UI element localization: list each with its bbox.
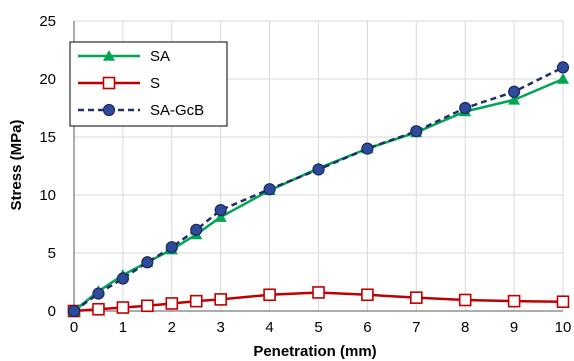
data-point bbox=[361, 288, 374, 302]
legend-marker bbox=[102, 103, 116, 117]
data-point bbox=[214, 211, 227, 222]
data-point bbox=[556, 295, 570, 309]
x-tick-label: 4 bbox=[265, 319, 273, 336]
x-tick-label: 5 bbox=[314, 319, 322, 336]
x-tick-label: 8 bbox=[461, 319, 469, 336]
x-tick-label: 6 bbox=[363, 319, 371, 336]
legend-marker bbox=[102, 76, 116, 90]
y-tick-label: 25 bbox=[39, 13, 56, 30]
x-tick-label: 1 bbox=[119, 319, 127, 336]
data-point bbox=[92, 302, 105, 316]
data-point bbox=[116, 272, 130, 285]
x-axis-title: Penetration (mm) bbox=[253, 343, 376, 360]
series-group bbox=[67, 61, 570, 318]
data-point bbox=[410, 125, 423, 138]
data-point bbox=[361, 142, 374, 155]
data-point bbox=[189, 294, 203, 308]
data-point bbox=[141, 299, 154, 313]
legend-item: SA bbox=[78, 48, 170, 65]
data-point bbox=[92, 287, 105, 300]
y-tick-label: 5 bbox=[48, 245, 56, 262]
legend-item: SA-GcB bbox=[78, 102, 204, 119]
data-point bbox=[458, 293, 472, 307]
x-tick-label: 0 bbox=[70, 319, 78, 336]
data-point bbox=[507, 85, 521, 98]
data-point bbox=[312, 163, 325, 176]
data-point bbox=[141, 256, 154, 269]
tick-labels: 0 1 2 3 4 5 6 7 8 9 10 0 5 10 15 20 25 bbox=[39, 13, 571, 336]
legend-marker bbox=[103, 50, 115, 61]
x-tick-label: 10 bbox=[555, 319, 572, 336]
y-tick-label: 20 bbox=[39, 71, 56, 88]
data-point bbox=[312, 286, 325, 299]
x-tick-label: 2 bbox=[168, 319, 176, 336]
data-point bbox=[214, 293, 227, 306]
data-point bbox=[116, 301, 130, 314]
data-point bbox=[507, 294, 521, 308]
data-point bbox=[556, 61, 570, 74]
y-tick-label: 15 bbox=[39, 129, 56, 146]
legend-label: S bbox=[150, 75, 160, 92]
x-tick-label: 9 bbox=[510, 319, 518, 336]
y-tick-label: 0 bbox=[48, 303, 56, 320]
data-point bbox=[263, 288, 276, 302]
data-point bbox=[263, 183, 276, 196]
legend-item: S bbox=[78, 75, 160, 92]
x-tick-label: 7 bbox=[412, 319, 420, 336]
y-axis-title: Stress (MPa) bbox=[8, 120, 25, 211]
legend-label: SA-GcB bbox=[150, 102, 204, 119]
data-point bbox=[459, 101, 472, 115]
data-point bbox=[190, 223, 203, 236]
data-point bbox=[67, 304, 81, 318]
data-point bbox=[214, 203, 227, 217]
data-point bbox=[557, 73, 569, 84]
series-sa-gcb bbox=[67, 61, 570, 318]
y-tick-label: 10 bbox=[39, 187, 56, 204]
data-point bbox=[508, 93, 521, 105]
x-tick-label: 3 bbox=[217, 319, 225, 336]
data-point bbox=[409, 291, 423, 304]
data-point bbox=[165, 297, 179, 310]
legend-label: SA bbox=[150, 48, 170, 65]
legend: SA S SA-GcB bbox=[69, 41, 228, 127]
data-point bbox=[165, 241, 178, 254]
series-line bbox=[73, 77, 564, 312]
